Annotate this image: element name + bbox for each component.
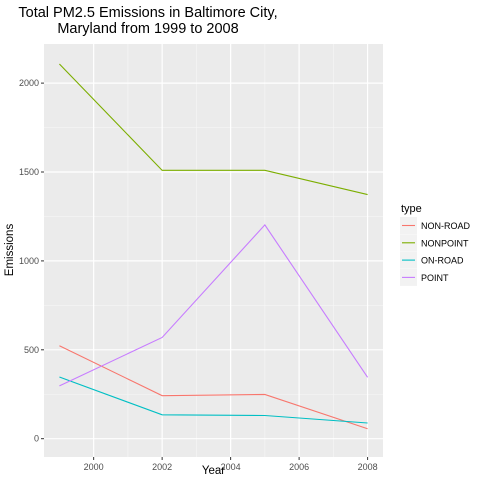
x-tick-label: 2006 — [289, 462, 309, 472]
y-tick-label: 1000 — [19, 256, 39, 266]
grid — [44, 44, 383, 457]
y-axis: 0 500 1000 1500 2000 — [19, 78, 44, 444]
legend: type NON-ROAD NONPOINT ON-ROAD POINT — [400, 203, 470, 286]
series-line-non-road — [59, 345, 368, 430]
y-tick-label: 500 — [24, 345, 39, 355]
series-line-on-road — [59, 376, 368, 424]
legend-label-point: POINT — [421, 273, 449, 283]
legend-label-on-road: ON-ROAD — [421, 256, 464, 266]
x-axis: 2000 2002 2004 2006 2008 — [84, 457, 378, 472]
chart-title-line-1: Total PM2.5 Emissions in Baltimore City, — [18, 5, 277, 21]
x-tick-label: 2000 — [84, 462, 104, 472]
series-lines — [59, 63, 369, 430]
y-tick-label: 2000 — [19, 78, 39, 88]
x-tick-label: 2004 — [221, 462, 241, 472]
series-line-nonpoint — [59, 63, 368, 196]
legend-label-non-road: NON-ROAD — [421, 221, 470, 231]
x-tick-label: 2002 — [152, 462, 172, 472]
x-tick-label: 2008 — [358, 462, 378, 472]
y-axis-title: Emissions — [4, 224, 16, 277]
chart-title-line-2: Maryland from 1999 to 2008 — [57, 21, 238, 37]
y-tick-label: 1500 — [19, 167, 39, 177]
plot-panel — [44, 44, 383, 457]
legend-label-nonpoint: NONPOINT — [421, 238, 469, 248]
legend-title: type — [401, 203, 422, 215]
series-line-point — [59, 224, 369, 387]
y-tick-label: 0 — [34, 434, 39, 444]
x-axis-title: Year — [202, 465, 225, 477]
